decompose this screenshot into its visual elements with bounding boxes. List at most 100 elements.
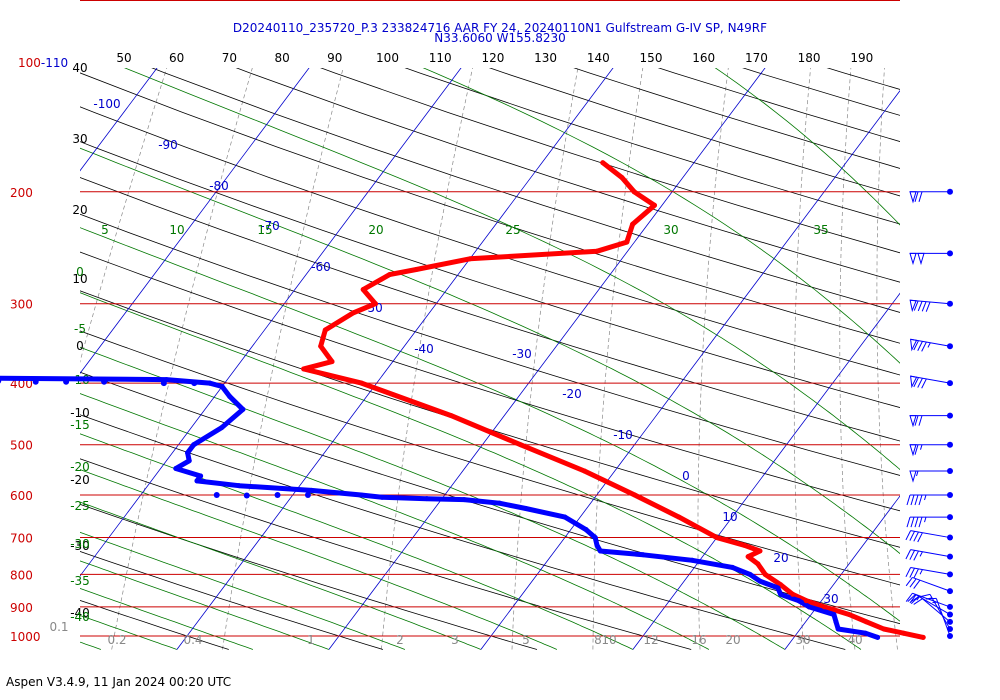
pressure-tick-label: 700 — [10, 532, 33, 546]
wind-barb-flag — [917, 378, 923, 388]
wind-barb-flag — [914, 415, 919, 426]
temperature-point — [631, 189, 637, 195]
temperature-point — [413, 266, 419, 272]
dewpoint-point — [775, 585, 781, 591]
isotherm-line — [80, 68, 158, 172]
dewpoint-point — [173, 465, 179, 471]
wind-barb-half-flag — [919, 551, 923, 557]
dewpoint-point — [185, 450, 191, 456]
wind-barb-flag — [921, 301, 927, 312]
wind-barb — [909, 412, 953, 428]
moist-adiabat-label: -35 — [70, 574, 90, 588]
isotherm-label: -30 — [512, 347, 532, 361]
wind-barb-flag — [918, 191, 923, 202]
wind-barb-flag — [914, 191, 919, 202]
temperature-point — [632, 492, 638, 498]
dewpoint-point — [160, 380, 167, 387]
wind-barb-flag — [906, 494, 911, 506]
left-axis-tick-label: 0 — [76, 339, 84, 353]
mixing-ratio-line — [697, 68, 729, 650]
temperature-point — [790, 591, 796, 597]
temperature-point — [757, 548, 763, 554]
moist-adiabat-label: 10 — [169, 223, 184, 237]
temperature-point — [387, 272, 393, 278]
wind-barb-flag — [909, 594, 917, 604]
dewpoint-point — [757, 578, 763, 584]
moist-adiabat-label: 35 — [813, 223, 828, 237]
wind-barb-staff — [910, 375, 951, 384]
wind-barb-flag — [914, 516, 919, 528]
moist-adiabat-label: -40 — [70, 610, 90, 624]
isotherm-line — [80, 68, 462, 577]
mixing-ratio-line — [511, 68, 579, 650]
isotherm-label: 10 — [722, 510, 737, 524]
wind-barb-flag — [905, 567, 912, 578]
wind-barb-staff — [929, 594, 951, 630]
wind-barb-staff — [910, 549, 951, 558]
wind-barb-staff — [912, 592, 951, 608]
left-axis-tick-label: -30 — [70, 539, 90, 553]
wind-barb-half-flag — [919, 569, 923, 575]
wind-barb-flag — [918, 494, 923, 506]
wind-barb-pennant — [909, 299, 917, 313]
wind-barb-flag — [914, 444, 919, 455]
wind-barb-flag — [909, 531, 915, 541]
wind-barb-flag — [921, 378, 927, 389]
wind-barb-staff — [910, 566, 951, 575]
temperature-point — [350, 310, 356, 316]
temperature-point — [467, 256, 473, 262]
moist-adiabat-label: 20 — [368, 223, 383, 237]
isotherm-label: -10 — [613, 428, 633, 442]
dewpoint-point — [583, 527, 589, 533]
top-axis-tick-label: 130 — [534, 51, 557, 65]
temperature-point — [624, 239, 630, 245]
dry-adiabat-line — [80, 106, 900, 376]
moist-adiabat-label: -25 — [70, 499, 90, 513]
mixing-ratio-line — [793, 68, 811, 650]
wind-barb-flag — [905, 530, 912, 541]
temperature-point — [803, 598, 809, 604]
wind-barb-half-flag — [920, 444, 923, 450]
dewpoint-point — [689, 557, 695, 563]
wind-barb-pennant — [909, 252, 917, 266]
left-axis-tick-label: 20 — [72, 203, 87, 217]
dry-adiabat-line — [0, 27, 75, 650]
wind-barb-flag — [913, 579, 921, 589]
isotherm-line — [0, 0, 77, 649]
moist-adiabat-label: 25 — [505, 223, 520, 237]
left-axis-tick-label: -40 — [70, 606, 90, 620]
dewpoint-point — [240, 406, 246, 412]
temperature-point — [920, 634, 926, 640]
pressure-top-label-a: 100 — [18, 56, 41, 70]
mixing-ratio-line — [222, 68, 344, 650]
temperature-point — [863, 619, 869, 625]
wind-barb-flag — [906, 516, 911, 528]
dry-adiabat-line — [80, 371, 900, 625]
isotherm-line — [632, 292, 900, 650]
wind-barb-flag — [918, 415, 923, 426]
moist-adiabat-line — [124, 68, 900, 471]
wind-barb — [905, 592, 953, 610]
wind-barb-flag — [917, 301, 923, 312]
wind-barb — [909, 250, 953, 266]
dry-adiabat-line — [488, 68, 900, 197]
temperature-point — [372, 301, 378, 307]
wind-barb-staff — [912, 576, 951, 592]
wind-barb-flag — [910, 596, 920, 605]
dewpoint-point — [243, 492, 250, 499]
wind-barb-flag — [913, 550, 919, 561]
isotherm-label: -90 — [158, 138, 178, 152]
wind-barb-pennant — [910, 338, 918, 352]
temperature-point — [517, 442, 523, 448]
isotherm-label: -60 — [311, 260, 331, 274]
wind-barb-staff — [915, 594, 951, 615]
dewpoint-point — [274, 492, 281, 499]
top-axis-tick-label: 120 — [481, 51, 504, 65]
wind-barb-pennant — [910, 375, 918, 389]
moist-adiabat-line — [80, 560, 330, 650]
moist-adiabat-line — [80, 587, 254, 650]
mixing-ratio-label: 12 — [643, 633, 658, 647]
